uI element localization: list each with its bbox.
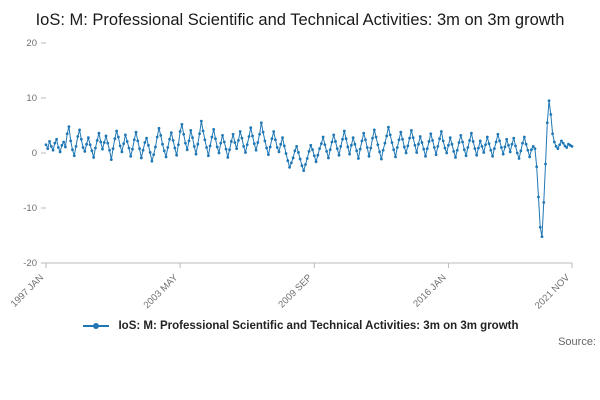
legend-label: IoS: M: Professional Scientific and Tech… [118,320,519,333]
svg-text:2009 SEP: 2009 SEP [276,273,314,311]
svg-text:-10: -10 [23,203,37,214]
data-series [44,99,574,239]
svg-text:2003 MAY: 2003 MAY [142,272,181,311]
line-chart-plot-area: 20 10 0 -10 -20 1997 JAN 2003 MAY 2009 SEP 2016 … [9,38,574,312]
legend: IoS: M: Professional Scientific and Tech… [0,320,600,332]
svg-text:2016 JAN: 2016 JAN [411,273,448,310]
svg-text:2021 NOV: 2021 NOV [533,272,573,312]
legend-line-marker [83,323,110,330]
svg-text:-20: -20 [23,258,37,269]
svg-text:10: 10 [26,93,37,104]
svg-text:20: 20 [26,38,37,49]
svg-text:1997 JAN: 1997 JAN [9,273,46,310]
source-label: Source: [558,336,596,349]
chart-title: IoS: M: Professional Scientific and Tech… [35,11,565,29]
y-axis: 20 10 0 -10 -20 [23,38,46,269]
x-axis: 1997 JAN 2003 MAY 2009 SEP 2016 JAN 2021 NOV [9,262,573,312]
svg-text:0: 0 [32,148,37,159]
